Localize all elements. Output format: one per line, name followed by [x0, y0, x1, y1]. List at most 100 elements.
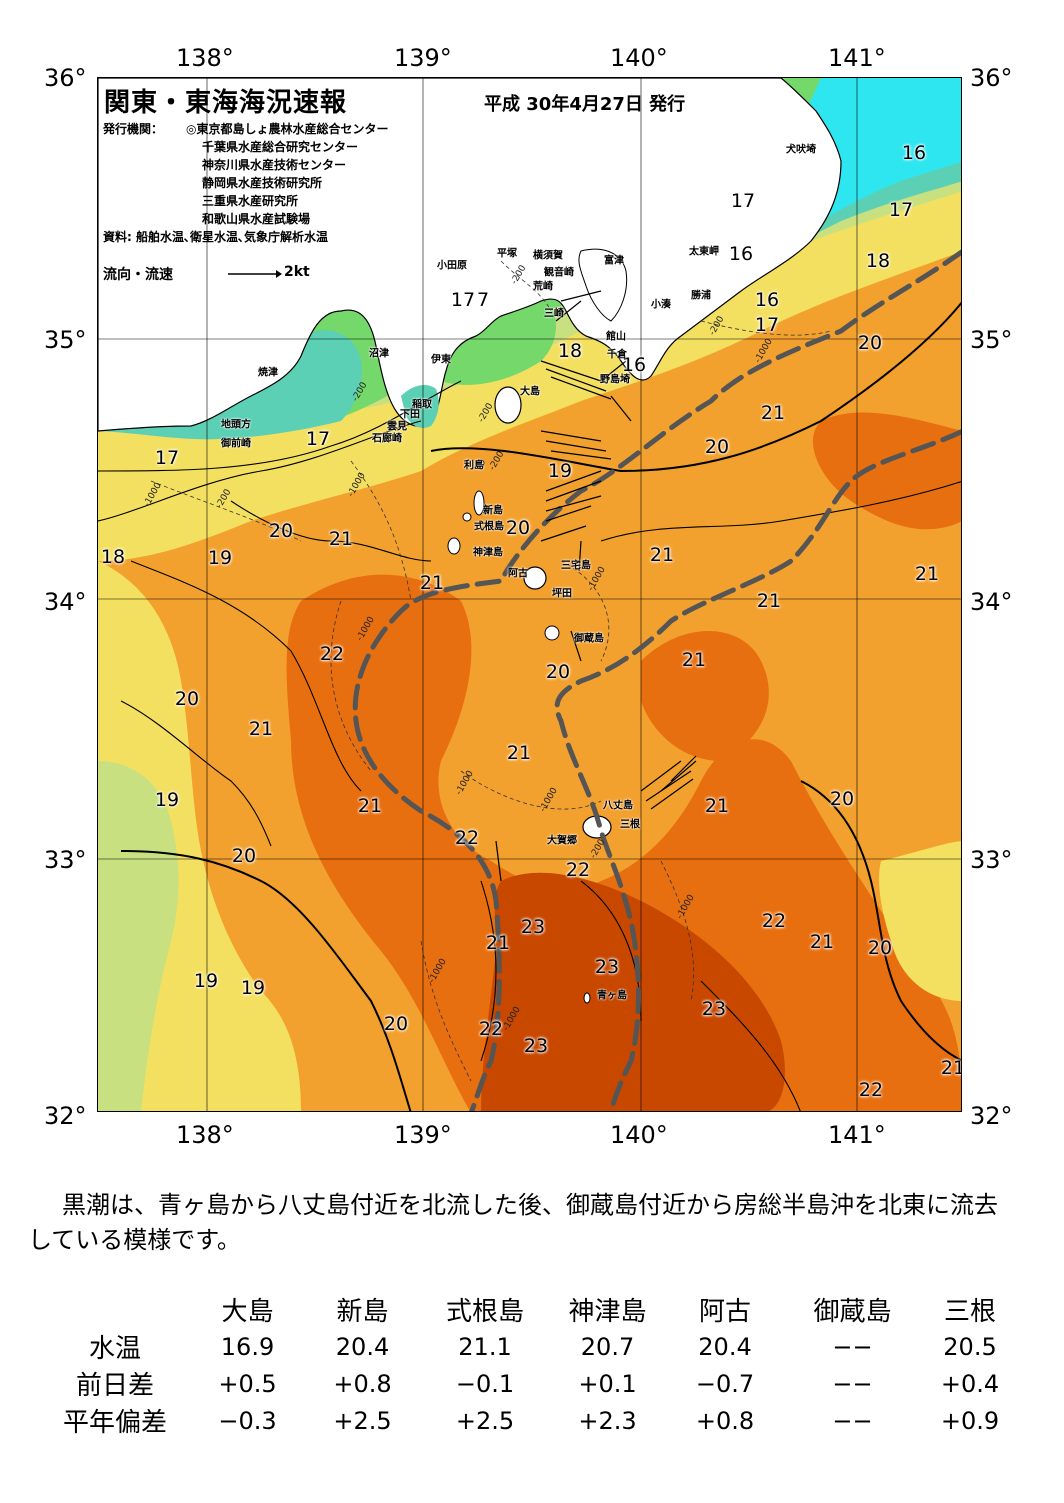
lat-label: 34° [970, 588, 1013, 616]
place-name: 太東岬 [689, 246, 719, 258]
isotherm-label: 21 [914, 563, 940, 585]
island-shikinejima [462, 512, 472, 522]
sea-band-23 [481, 872, 785, 1111]
isotherm-label: 22 [454, 827, 480, 849]
map-title: 関東・東海海況速報 [104, 88, 348, 118]
place-name: 青ヶ島 [597, 990, 627, 1002]
lat-label: 35° [44, 326, 87, 354]
lat-label: 36° [44, 64, 87, 92]
isotherm-label: 21 [357, 795, 383, 817]
isotherm-label: 21 [506, 742, 532, 764]
column-header: 御蔵島 [813, 1296, 892, 1327]
isotherm-label: 22 [858, 1079, 884, 1101]
table-row: 平年偏差 −0.3 +2.5 +2.5 +2.3 +0.8 −− +0.9 [40, 1402, 1020, 1439]
issuer-org: 静岡県水産技術研究所 [202, 176, 323, 190]
place-name: 御前崎 [221, 438, 251, 450]
map-canvas [98, 78, 961, 1111]
isotherm-label: 20 [704, 436, 730, 458]
place-name: 勝浦 [691, 290, 711, 302]
table-cell: +0.1 [578, 1369, 637, 1398]
lon-label: 139° [394, 1121, 452, 1149]
isotherm-label: 19 [240, 977, 266, 999]
place-name: 荒崎 [533, 281, 553, 293]
issuer-label: 発行機関： [103, 122, 164, 136]
isotherm-label: 17 [450, 289, 476, 311]
island-mikurajima [544, 625, 560, 641]
table-cell: 20.4 [335, 1332, 390, 1361]
isotherm-label: 16 [728, 243, 754, 265]
table-cell: +2.5 [455, 1406, 515, 1435]
isotherm-label: 17 [888, 199, 914, 221]
isotherm-label: 19 [547, 460, 573, 482]
isotherm-label: 7 [476, 289, 490, 311]
isotherm-label: 22 [565, 859, 591, 881]
lat-label: 34° [44, 588, 87, 616]
land-izu-tip [401, 385, 439, 428]
isotherm-label: 17 [754, 314, 780, 336]
place-name: 館山 [606, 331, 626, 343]
place-name: 御蔵島 [574, 633, 604, 645]
isotherm-label: 20 [383, 1013, 409, 1035]
issuer-org: 三重県水産研究所 [202, 194, 299, 208]
place-name: 伊東 [431, 354, 451, 366]
place-name: 平塚 [497, 248, 517, 260]
isotherm-label: 21 [328, 528, 354, 550]
table-cell: +0.4 [940, 1369, 1000, 1398]
isotherm-label: 21 [248, 718, 274, 740]
isotherm-label: 21 [649, 544, 675, 566]
table-cell: −0.7 [695, 1369, 755, 1398]
place-name: 坪田 [552, 588, 572, 600]
isotherm-label: 23 [594, 956, 620, 978]
island-toshima [477, 459, 485, 467]
lon-label: 138° [176, 1121, 234, 1149]
row-header: 平年偏差 [62, 1408, 167, 1438]
table-cell: 20.5 [943, 1332, 997, 1361]
depth-contours [150, 260, 832, 1082]
current-legend-label: 流向・流速 [103, 267, 173, 283]
isotherm-label: 21 [756, 590, 782, 612]
place-name: 千倉 [607, 349, 627, 361]
land-honshu [98, 78, 842, 432]
isotherm-label: 16 [754, 289, 780, 311]
place-name: 小田原 [437, 260, 467, 272]
column-header: 三根 [943, 1296, 996, 1327]
isotherm-label: 20 [867, 937, 893, 959]
table-cell: +2.5 [333, 1406, 392, 1435]
lon-label: 140° [610, 44, 668, 72]
lon-label: 139° [394, 44, 452, 72]
isotherm-label: 21 [419, 572, 445, 594]
place-name: 雲見 [387, 421, 407, 433]
observation-table: 大島 新島 式根島 神津島 阿古 御蔵島 三根 水温 16.9 20.4 21.… [40, 1290, 1020, 1439]
lat-label: 33° [970, 846, 1013, 874]
isotherm-label: 21 [809, 931, 835, 953]
table-cell: +0.9 [940, 1406, 1000, 1435]
isotherm-label: 18 [865, 250, 891, 272]
lat-label: 32° [44, 1102, 87, 1130]
place-name: 観音崎 [544, 267, 574, 279]
isotherm-label: 17 [730, 190, 756, 212]
table-cell: +2.3 [578, 1406, 637, 1435]
place-name: 沼津 [369, 348, 389, 360]
lon-label: 141° [828, 1121, 886, 1149]
isotherm-label: 20 [545, 661, 571, 683]
table-cell: +0.8 [695, 1406, 755, 1435]
issue-date: 平成 30年4月27日 発行 [484, 94, 686, 115]
isotherm-label: 18 [557, 340, 583, 362]
isotherm-label: 21 [681, 649, 707, 671]
table-header-row: 大島 新島 式根島 神津島 阿古 御蔵島 三根 [40, 1290, 1020, 1328]
data-source: 資料: 船舶水温､衛星水温､気象庁解析水温 [103, 230, 328, 244]
lat-label: 33° [44, 846, 87, 874]
land-tokyo-bay [578, 248, 628, 322]
place-name: 三宅島 [561, 560, 591, 572]
table-cell: −− [832, 1406, 873, 1435]
isotherm-label: 22 [478, 1018, 504, 1040]
issuer-org: ◎東京都島しょ農林水産総合センター [186, 122, 389, 136]
table-row: 水温 16.9 20.4 21.1 20.7 20.4 −− 20.5 [40, 1328, 1020, 1365]
sea-band-22-mid [641, 631, 769, 761]
isotherm-label: 21 [940, 1057, 961, 1079]
table-cell: −0.3 [218, 1406, 277, 1435]
place-name: 下田 [400, 409, 420, 421]
place-name: 地頭方 [221, 419, 251, 431]
island-oshima [494, 386, 522, 424]
isotherm-label: 19 [193, 970, 219, 992]
